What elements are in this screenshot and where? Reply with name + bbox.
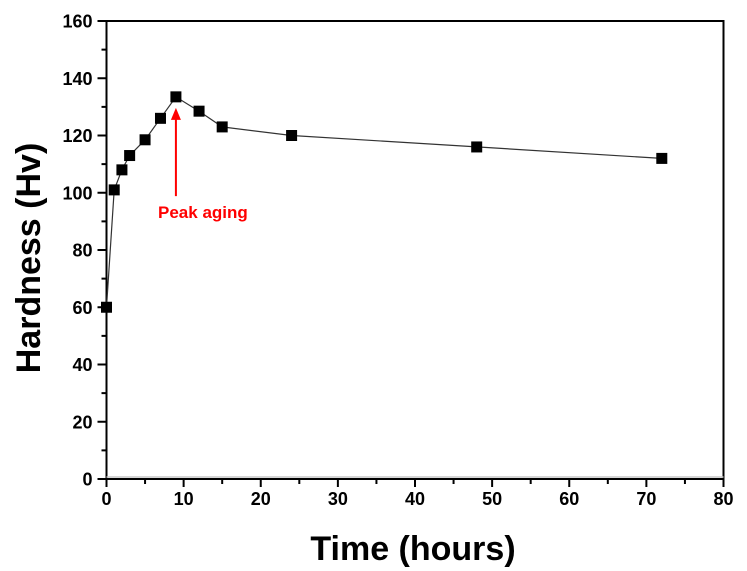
data-point (116, 164, 128, 176)
x-tick-label: 60 (559, 489, 579, 509)
y-axis-title: Hardness (Hv) (10, 143, 48, 374)
data-point (101, 301, 112, 313)
annotation-peak-aging: Peak aging (158, 203, 248, 222)
x-tick-label: 0 (101, 489, 111, 509)
data-point (154, 112, 166, 124)
y-tick-label: 0 (82, 470, 92, 490)
data-point (124, 150, 136, 162)
x-tick-label: 40 (405, 489, 425, 509)
data-point (139, 134, 151, 146)
x-tick-label: 10 (174, 489, 194, 509)
data-point (471, 141, 483, 153)
data-point (108, 184, 120, 196)
annotation-layer: Peak aging (158, 107, 248, 222)
y-tick-label: 80 (72, 241, 92, 261)
y-tick-label: 20 (72, 412, 92, 432)
data-point (216, 121, 228, 133)
x-tick-label: 80 (713, 489, 733, 509)
y-tick-label: 40 (72, 355, 92, 375)
y-tick-label: 160 (62, 12, 92, 32)
data-point (170, 91, 182, 103)
x-tick-label: 20 (251, 489, 271, 509)
series-line (105, 96, 662, 308)
x-axis-title: Time (hours) (310, 530, 515, 568)
x-tick-label: 50 (482, 489, 502, 509)
data-point (656, 152, 668, 164)
y-tick-label: 140 (62, 69, 92, 89)
plot-frame-box (105, 20, 725, 480)
data-point (286, 130, 298, 141)
x-tick-label: 70 (636, 489, 656, 509)
x-tick-label: 30 (328, 489, 348, 509)
data-point (193, 105, 205, 117)
y-tick-label: 120 (62, 126, 92, 146)
series-markers (101, 91, 668, 313)
y-tick-label: 100 (62, 183, 92, 203)
plot-frame (105, 20, 725, 480)
annotation-arrow-head (170, 107, 181, 120)
series-line-hardness (105, 96, 662, 308)
y-tick-label: 60 (72, 298, 92, 318)
axis-ticks: 0 10 20 30 40 50 60 70 80 0 20 40 60 80 100 120 140 160 (62, 12, 733, 510)
